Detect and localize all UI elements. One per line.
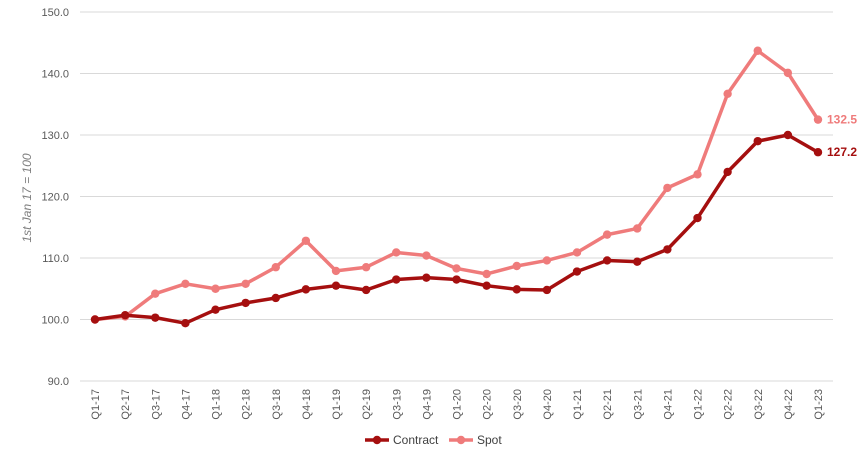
end-value-label: 132.5	[827, 113, 857, 127]
series-line	[93, 133, 820, 325]
data-point	[331, 266, 341, 276]
legend-item-contract: Contract	[365, 433, 439, 447]
data-point	[241, 279, 250, 289]
data-point	[663, 183, 672, 193]
legend-swatch-marker	[372, 435, 382, 445]
data-point	[783, 68, 793, 78]
data-point	[813, 115, 823, 124]
data-point	[482, 281, 491, 290]
data-point	[241, 298, 250, 308]
x-tick-label: Q2-22	[723, 389, 735, 420]
legend-label: Spot	[477, 433, 502, 447]
data-point	[331, 281, 341, 290]
data-point	[602, 230, 612, 239]
x-tick-label: Q4-17	[180, 389, 192, 420]
data-point	[151, 289, 160, 298]
data-point	[211, 305, 220, 314]
y-tick-label: 120.0	[41, 192, 69, 204]
data-point	[482, 269, 491, 279]
data-point	[572, 248, 582, 257]
x-axis-ticks: Q1-17 Q2-17 Q3-17 Q4-17 Q1-18 Q2-18 Q3-18 Q4-18…	[90, 389, 825, 420]
data-point	[753, 136, 762, 146]
data-point	[301, 285, 311, 294]
x-tick-label: Q2-19	[361, 389, 373, 420]
data-point	[723, 89, 732, 98]
data-point	[633, 224, 642, 233]
x-tick-label: Q2-17	[120, 389, 132, 420]
x-tick-label: Q1-22	[693, 389, 705, 420]
data-point	[211, 284, 220, 293]
data-point	[663, 245, 672, 254]
data-point	[542, 256, 552, 265]
x-tick-label: Q3-18	[271, 389, 283, 420]
data-point	[512, 261, 521, 271]
data-point	[633, 257, 642, 266]
data-point	[181, 318, 190, 328]
data-point	[422, 273, 431, 282]
end-value-label: 127.2	[827, 145, 857, 159]
data-point	[813, 148, 823, 157]
x-tick-label: Q1-20	[452, 389, 464, 420]
y-tick-label: 130.0	[41, 130, 69, 142]
y-tick-label: 110.0	[42, 253, 69, 265]
legend: Contract Spot	[365, 433, 502, 447]
x-tick-label: Q3-21	[632, 389, 644, 420]
x-tick-label: Q4-18	[301, 389, 313, 420]
x-tick-label: Q2-21	[602, 389, 614, 420]
series-contract: 127.2	[90, 130, 857, 328]
legend-item-spot: Spot	[449, 433, 502, 447]
data-point	[392, 248, 401, 257]
y-tick-label: 140.0	[41, 69, 69, 81]
data-point	[301, 236, 311, 245]
data-point	[271, 263, 280, 272]
x-tick-label: Q3-17	[150, 389, 162, 420]
data-point	[361, 263, 371, 272]
data-point	[452, 275, 461, 284]
series-group: 132.5 127.2	[90, 46, 857, 328]
data-point	[753, 46, 762, 55]
data-point	[542, 285, 552, 295]
x-tick-label: Q4-22	[783, 389, 795, 420]
data-point	[271, 293, 280, 303]
x-tick-label: Q3-19	[391, 389, 403, 420]
y-tick-label: 150.0	[41, 7, 69, 19]
legend-label: Contract	[393, 433, 439, 447]
y-axis-ticks: 90.0 100.0 110.0 120.0 130.0 140.0 150.0	[41, 7, 69, 388]
x-tick-label: Q1-21	[572, 389, 584, 420]
x-tick-label: Q1-23	[813, 389, 825, 420]
x-tick-label: Q1-17	[90, 389, 102, 420]
data-point	[181, 279, 190, 289]
data-point	[572, 267, 582, 276]
data-point	[361, 285, 371, 295]
x-tick-label: Q4-19	[421, 389, 433, 420]
x-tick-label: Q3-22	[753, 389, 765, 420]
legend-swatch-marker	[456, 435, 466, 445]
data-point	[783, 130, 793, 140]
x-tick-label: Q1-19	[331, 389, 343, 420]
x-tick-label: Q1-18	[211, 389, 223, 420]
data-point	[422, 251, 431, 260]
data-point	[693, 213, 702, 223]
data-point	[512, 285, 521, 294]
data-point	[723, 167, 732, 177]
data-point	[392, 275, 401, 284]
x-tick-label: Q2-20	[482, 389, 494, 420]
data-point	[452, 264, 461, 273]
y-tick-label: 90.0	[48, 376, 69, 388]
y-tick-label: 100.0	[41, 315, 69, 327]
data-point	[151, 313, 160, 322]
data-point	[120, 310, 130, 320]
gridlines	[80, 11, 833, 382]
x-tick-label: Q2-18	[241, 389, 253, 420]
data-point	[90, 315, 100, 324]
data-point	[602, 256, 612, 265]
x-tick-label: Q4-21	[662, 389, 674, 420]
data-point	[693, 170, 702, 179]
x-tick-label: Q4-20	[542, 389, 554, 420]
x-tick-label: Q3-20	[512, 389, 524, 420]
y-axis-label: 1st Jan 17 = 100	[20, 153, 34, 242]
